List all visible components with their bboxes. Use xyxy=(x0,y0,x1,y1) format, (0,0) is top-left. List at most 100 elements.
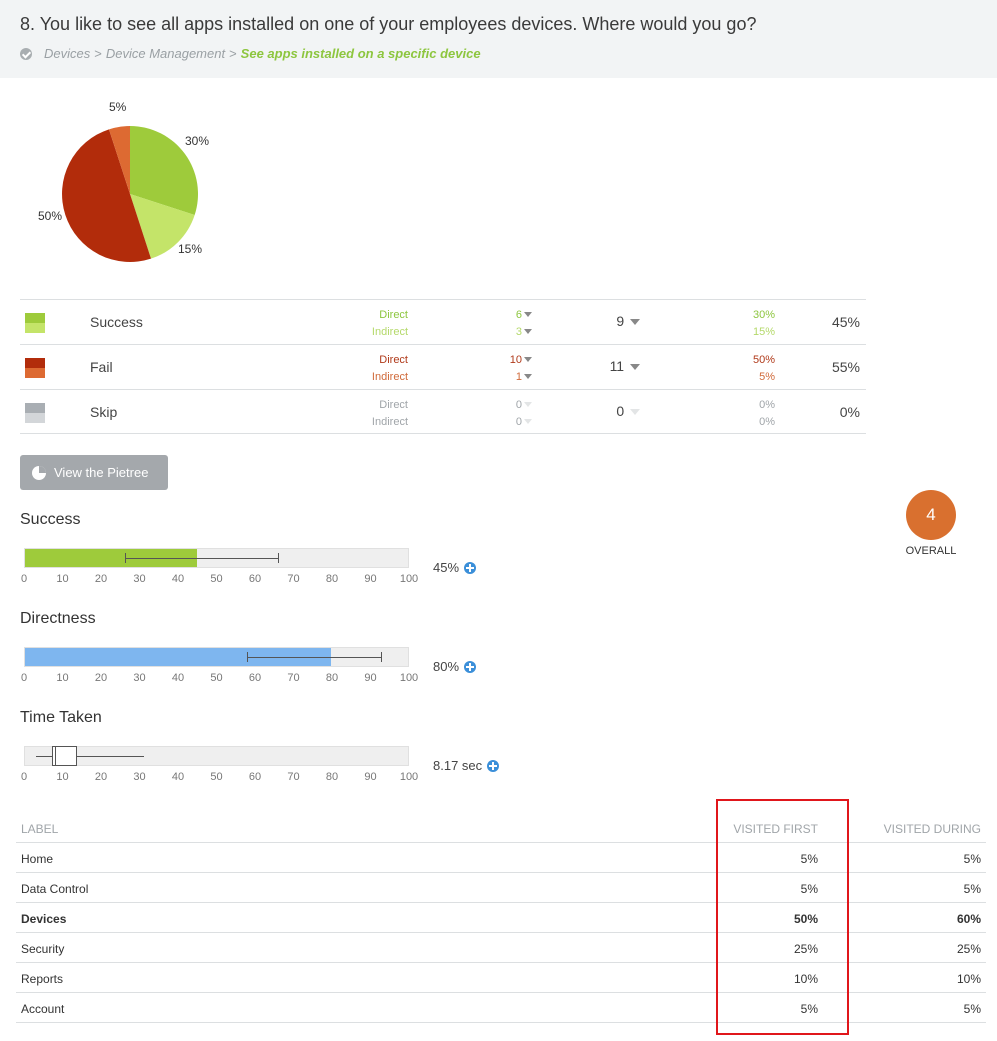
axis-tick-label: 60 xyxy=(248,573,262,585)
summary-name: Skip xyxy=(90,404,118,420)
column-header-label[interactable]: LABEL xyxy=(21,822,59,836)
axis-tick-label: 90 xyxy=(364,771,377,783)
time-whisker xyxy=(36,756,144,757)
summary-sub-pcts: 30% 15% xyxy=(730,307,775,341)
confidence-cap xyxy=(124,553,126,563)
expand-plus-icon[interactable] xyxy=(464,561,477,574)
direct-count: 0 xyxy=(515,399,522,411)
sub-label-direct: Direct xyxy=(379,309,408,321)
direct-pct: 50% xyxy=(752,354,775,366)
pie-slice[interactable] xyxy=(130,126,198,216)
filter-icon[interactable] xyxy=(630,364,640,370)
legend-swatch xyxy=(25,403,45,423)
summary-row: Success Direct Indirect 6 3 9 30% 15% 45… xyxy=(20,299,866,344)
results-summary-table: Success Direct Indirect 6 3 9 30% 15% 45… xyxy=(20,299,866,434)
axis-tick-label: 10 xyxy=(56,771,69,783)
filter-icon[interactable] xyxy=(630,409,640,415)
indirect-pct: 15% xyxy=(752,326,775,338)
indirect-count: 0 xyxy=(515,416,522,428)
breadcrumb-item-device-management: Device Management xyxy=(105,46,226,61)
row-visited-during: 5% xyxy=(963,1002,981,1016)
sub-label-direct: Direct xyxy=(379,354,408,366)
pie-svg xyxy=(62,126,198,262)
table-row: Data Control 5% 5% xyxy=(16,873,986,903)
axis-tick-label: 30 xyxy=(133,771,146,783)
summary-total: 0 xyxy=(590,403,640,419)
confidence-cap xyxy=(247,652,249,662)
confidence-interval xyxy=(247,657,382,658)
directness-value: 80% xyxy=(433,659,477,674)
directness-title: Directness xyxy=(20,610,96,627)
pie-label-fail-indirect: 5% xyxy=(109,100,127,114)
time-taken-bar xyxy=(24,746,409,766)
bar-fill xyxy=(25,648,332,666)
axis-tick-label: 100 xyxy=(399,672,419,684)
pie-slice[interactable] xyxy=(62,129,152,262)
filter-icon[interactable] xyxy=(524,357,532,362)
breadcrumb: Devices > Device Management > See apps i… xyxy=(20,46,481,61)
filter-icon[interactable] xyxy=(630,319,640,325)
axis-tick-label: 0 xyxy=(20,771,28,783)
summary-sub-counts: 10 1 xyxy=(490,352,532,386)
indirect-pct: 5% xyxy=(759,371,775,383)
axis-tick-label: 30 xyxy=(133,573,146,585)
summary-name: Fail xyxy=(90,359,113,375)
table-row: Devices 50% 60% xyxy=(16,903,986,933)
axis-tick-label: 70 xyxy=(287,573,300,585)
highlight-annotation-box xyxy=(716,799,849,1035)
confidence-cap xyxy=(277,553,279,563)
time-box xyxy=(51,746,77,766)
pie-slice[interactable] xyxy=(108,126,130,194)
table-row: Home 5% 5% xyxy=(16,843,986,873)
directness-value-text: 80% xyxy=(433,659,460,674)
row-visited-during: 60% xyxy=(956,912,981,926)
filter-icon[interactable] xyxy=(524,329,532,334)
column-header-visited-during[interactable]: VISITED DURING xyxy=(883,822,981,836)
pie-label-success-direct: 30% xyxy=(185,134,210,148)
table-row: Security 25% 25% xyxy=(16,933,986,963)
axis-tick-label: 0 xyxy=(20,672,28,684)
axis-tick-label: 0 xyxy=(20,573,28,585)
indirect-pct: 0% xyxy=(759,416,775,428)
summary-sub-counts: 0 0 xyxy=(490,397,532,431)
summary-total: 11 xyxy=(590,358,640,374)
filter-icon[interactable] xyxy=(524,374,532,379)
row-visited-first: 25% xyxy=(793,942,818,956)
axis-tick-label: 50 xyxy=(210,771,223,783)
summary-sub-pcts: 50% 5% xyxy=(730,352,775,386)
expand-plus-icon[interactable] xyxy=(487,759,500,772)
axis-tick-label: 90 xyxy=(364,672,377,684)
summary-overall-pct: 55% xyxy=(831,359,860,375)
filter-icon[interactable] xyxy=(524,312,532,317)
expand-plus-icon[interactable] xyxy=(464,660,477,673)
overall-score-badge: 4 xyxy=(906,490,956,540)
direct-pct: 0% xyxy=(759,399,775,411)
filter-icon[interactable] xyxy=(524,419,532,424)
row-label: Devices xyxy=(21,912,67,926)
sub-label-direct: Direct xyxy=(379,399,408,411)
table-header: LABEL VISITED FIRST VISITED DURING xyxy=(16,813,986,843)
axis-tick-label: 80 xyxy=(325,672,339,684)
pie-slice[interactable] xyxy=(130,194,195,259)
results-pie-chart: 30% 15% 50% 5% xyxy=(30,95,250,275)
pie-chart-icon xyxy=(32,465,46,480)
time-taken-axis: 0 10 20 30 40 50 60 70 80 90 100 xyxy=(20,771,418,785)
row-visited-during: 10% xyxy=(956,972,981,986)
view-pietree-button[interactable]: View the Pietree xyxy=(20,455,168,490)
column-header-visited-first[interactable]: VISITED FIRST xyxy=(733,822,818,836)
success-value: 45% xyxy=(433,560,477,575)
axis-tick-label: 100 xyxy=(399,771,419,783)
confidence-interval xyxy=(124,558,278,559)
total-count: 9 xyxy=(616,313,625,329)
row-label: Home xyxy=(21,852,54,866)
success-value-text: 45% xyxy=(433,560,460,575)
legend-swatch xyxy=(25,358,45,378)
breadcrumb-item-devices: Devices xyxy=(44,46,91,61)
row-visited-first: 5% xyxy=(800,1002,818,1016)
total-count: 0 xyxy=(616,403,625,419)
directness-axis: 0 10 20 30 40 50 60 70 80 90 100 xyxy=(20,672,418,686)
breadcrumb-target: See apps installed on a specific device xyxy=(240,46,481,61)
bar-fill xyxy=(25,549,198,567)
filter-icon[interactable] xyxy=(524,402,532,407)
axis-tick-label: 40 xyxy=(171,771,185,783)
